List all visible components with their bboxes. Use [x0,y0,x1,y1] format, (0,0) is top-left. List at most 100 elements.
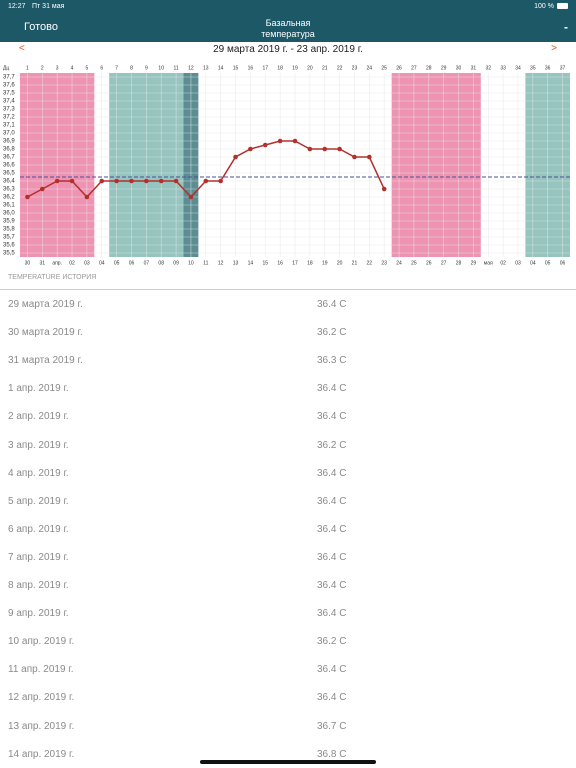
history-temp: 36.4 C [317,299,347,310]
x-top-tick-label: 18 [277,65,283,71]
x-tick-label: 19 [322,260,328,266]
y-tick-label: 35,6 [3,243,15,249]
history-row[interactable]: 14 апр. 2019 г. 36.8 C [0,745,576,768]
history-date: 13 апр. 2019 г. [8,720,75,732]
history-temp: 36.4 C [317,608,347,620]
x-tick-label: 18 [307,260,313,266]
x-top-tick-label: 32 [485,65,491,71]
history-row[interactable]: 4 апр. 2019 г. 36.4 C [0,464,576,492]
y-tick-label: 36,7 [3,155,15,161]
temperature-point [218,178,223,184]
history-temp: 36.4 C [317,580,347,591]
y-tick-label: 36,2 [3,195,15,201]
prev-button[interactable]: < [19,43,25,54]
history-row[interactable]: 9 апр. 2019 г. 36.4 C [0,604,576,632]
temperature-point [381,186,387,192]
x-tick-label: 11 [203,260,208,266]
x-tick-label: 06 [560,260,566,266]
history-row[interactable]: 13 апр. 2019 г. 36.7 C [0,717,576,745]
history-temp: 36.7 C [317,720,347,732]
history-row[interactable]: 30 марта 2019 г. 36.2 C [0,323,576,351]
x-tick-label: 04 [530,260,536,266]
y-tick-label: 36,0 [3,211,15,217]
x-tick-label: апр. [52,260,62,266]
y-tick-label: 35,8 [3,227,15,233]
history-temp: 36.4 C [317,551,347,563]
history-date: 14 апр. 2019 г. [8,748,75,760]
temperature-point [188,194,194,200]
x-top-tick-label: 3 [56,65,59,71]
history-date: 29 марта 2019 г. [8,299,83,310]
x-tick-label: 02 [69,260,75,266]
next-button[interactable]: > [551,43,557,54]
x-top-tick-label: 30 [456,65,462,71]
history-temp: 36.4 C [317,411,347,423]
x-top-tick-label: 8 [130,65,133,71]
x-tick-label: 08 [158,260,164,266]
day-axis-label: Дц [3,65,9,71]
history-row[interactable]: 10 апр. 2019 г. 36.2 C [0,632,576,660]
x-top-tick-label: 9 [145,65,148,71]
history-date: 6 апр. 2019 г. [8,523,69,535]
nav-action[interactable]: - [564,20,568,34]
history-date: 3 апр. 2019 г. [8,439,69,451]
history-row[interactable]: 5 апр. 2019 г. 36.4 C [0,492,576,520]
x-top-tick-label: 36 [545,65,551,71]
x-top-tick-label: 28 [426,65,432,71]
home-indicator [200,760,376,764]
x-tick-label: 04 [99,260,105,266]
x-top-tick-label: 23 [352,65,358,71]
x-top-tick-label: 19 [292,65,298,71]
x-top-tick-label: 11 [173,65,178,71]
x-tick-label: 07 [144,260,150,266]
temperature-point [39,186,45,192]
nav-title: Базальная [265,18,311,28]
history-temp: 36.8 C [317,748,347,760]
x-tick-label: 22 [367,260,373,266]
x-top-tick-label: 7 [115,65,118,71]
y-tick-label: 37,1 [3,123,15,129]
x-tick-label: 03 [515,260,521,266]
temperature-point [248,146,253,152]
history-row[interactable]: 3 апр. 2019 г. 36.2 C [0,436,576,464]
history-temp: 36.2 C [317,636,347,648]
x-top-tick-label: 15 [233,65,239,71]
x-top-tick-label: 4 [71,65,74,71]
history-row[interactable]: 7 апр. 2019 г. 36.4 C [0,548,576,576]
history-temp: 36.4 C [317,383,347,395]
history-date: 1 апр. 2019 г. [8,383,69,395]
y-tick-label: 35,7 [3,235,15,241]
history-row[interactable]: 1 апр. 2019 г. 36.4 C [0,379,576,407]
y-tick-label: 37,4 [3,99,15,105]
x-top-tick-label: 27 [411,65,417,71]
x-tick-label: 09 [173,260,179,266]
history-row[interactable]: 2 апр. 2019 г. 36.4 C [0,407,576,435]
x-top-tick-label: 21 [322,65,328,71]
history-date: 7 апр. 2019 г. [8,551,69,563]
y-tick-label: 36,4 [3,179,15,185]
history-row[interactable]: 6 апр. 2019 г. 36.4 C [0,520,576,548]
history-date: 30 марта 2019 г. [8,327,83,339]
history-row[interactable]: 11 апр. 2019 г. 36.4 C [0,660,576,688]
history-date: 8 апр. 2019 г. [8,580,69,591]
done-button[interactable]: Готово [24,21,58,33]
history-row[interactable]: 8 апр. 2019 г. 36.4 C [0,576,576,604]
temperature-point [54,178,60,184]
x-tick-label: 12 [218,260,224,266]
history-temp: 36.4 C [317,523,347,535]
temperature-point [322,146,328,152]
x-tick-label: 20 [337,260,343,266]
x-top-tick-label: 25 [381,65,387,71]
x-top-tick-label: 34 [515,65,521,71]
x-tick-label: 25 [411,260,417,266]
x-top-tick-label: 37 [560,65,566,71]
x-tick-label: 02 [500,260,506,266]
history-row[interactable]: 31 марта 2019 г. 36.3 C [0,351,576,379]
history-row[interactable]: 29 марта 2019 г. 36.4 C [0,295,576,323]
history-row[interactable]: 12 апр. 2019 г. 36.4 C [0,688,576,716]
x-top-tick-label: 1 [26,65,29,71]
temperature-point [307,146,313,152]
temperature-point [233,154,238,160]
status-date: Пт 31 мая [32,3,65,10]
x-top-tick-label: 12 [188,65,194,71]
